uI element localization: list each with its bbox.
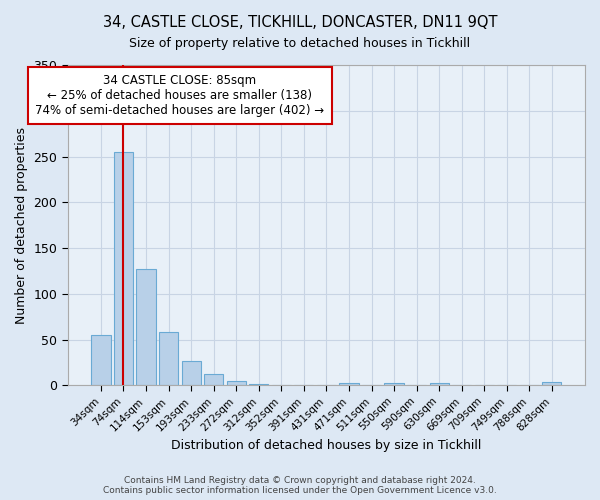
Bar	[114, 152, 133, 386]
Bar	[136, 269, 155, 386]
Bar	[91, 335, 110, 386]
X-axis label: Distribution of detached houses by size in Tickhill: Distribution of detached houses by size …	[171, 440, 482, 452]
Text: Size of property relative to detached houses in Tickhill: Size of property relative to detached ho…	[130, 38, 470, 51]
Bar	[385, 382, 404, 386]
Text: 34 CASTLE CLOSE: 85sqm
← 25% of detached houses are smaller (138)
74% of semi-de: 34 CASTLE CLOSE: 85sqm ← 25% of detached…	[35, 74, 325, 117]
Bar	[204, 374, 223, 386]
Bar	[159, 332, 178, 386]
Bar	[340, 382, 359, 386]
Text: Contains HM Land Registry data © Crown copyright and database right 2024.
Contai: Contains HM Land Registry data © Crown c…	[103, 476, 497, 495]
Bar	[249, 384, 268, 386]
Bar	[182, 362, 201, 386]
Bar	[430, 382, 449, 386]
Bar	[227, 380, 246, 386]
Bar	[542, 382, 562, 386]
Text: 34, CASTLE CLOSE, TICKHILL, DONCASTER, DN11 9QT: 34, CASTLE CLOSE, TICKHILL, DONCASTER, D…	[103, 15, 497, 30]
Y-axis label: Number of detached properties: Number of detached properties	[15, 126, 28, 324]
